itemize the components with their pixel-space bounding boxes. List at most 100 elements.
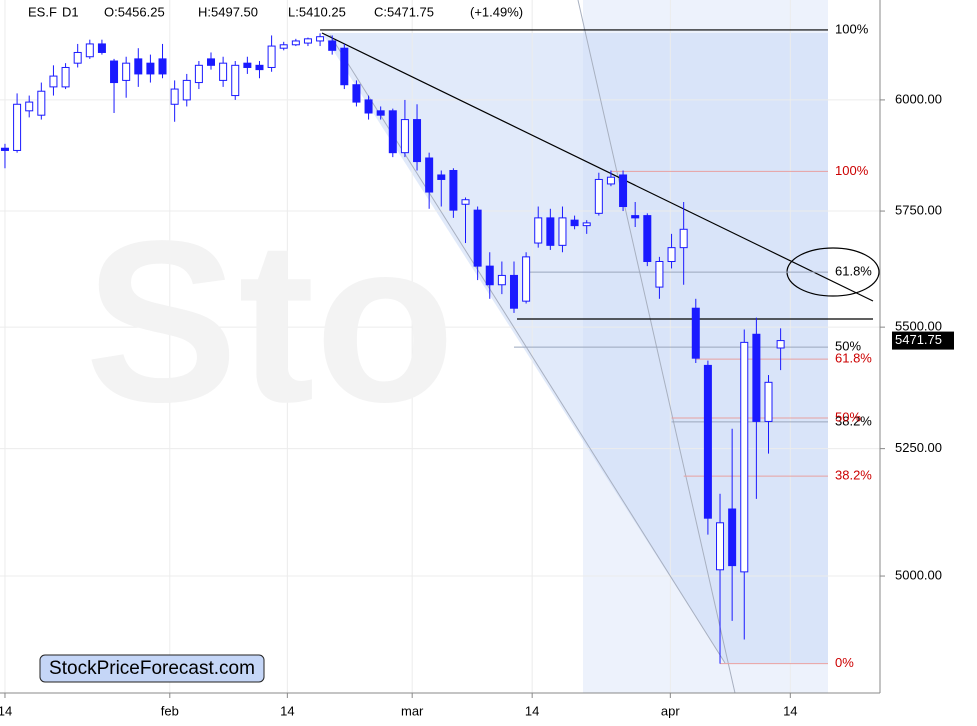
trend-line <box>321 32 874 302</box>
candle-body <box>146 62 155 75</box>
candle-body <box>219 62 228 81</box>
x-tick-label: 14 <box>525 703 539 718</box>
candle-body <box>679 228 688 249</box>
candle-body <box>740 341 749 573</box>
fib-label: 38.2% <box>835 468 872 483</box>
candle-body <box>497 274 506 286</box>
candle-body <box>437 174 446 180</box>
candle-body <box>534 217 543 244</box>
fib-label: 50% <box>835 339 861 354</box>
candle-body <box>558 217 567 246</box>
candle-body <box>255 64 264 71</box>
candle-body <box>473 209 482 267</box>
candle-body <box>594 178 603 214</box>
candle-body <box>122 62 131 81</box>
fib-zone <box>322 33 828 663</box>
candle-body <box>73 51 82 64</box>
candle-body <box>170 88 179 105</box>
candle-body <box>509 274 518 309</box>
candle-body <box>413 119 422 163</box>
candle-body <box>425 157 434 193</box>
candle-body <box>243 62 252 68</box>
candle-body <box>194 64 203 84</box>
fib-label: 61.8% <box>835 264 872 279</box>
candle-body <box>546 217 555 246</box>
candle-body <box>655 260 664 288</box>
candle-body <box>449 169 458 211</box>
header-field: H:5497.50 <box>198 4 258 19</box>
x-tick-label: 14 <box>280 703 294 718</box>
candle-body <box>291 40 300 46</box>
x-tick-label: mar <box>401 703 424 718</box>
candle-body <box>388 110 397 154</box>
y-tick-label: 5500.00 <box>895 319 942 334</box>
candle-body <box>631 215 640 219</box>
fib-label: 50% <box>835 409 861 424</box>
y-tick-label: 5750.00 <box>895 202 942 217</box>
y-tick-label: 6000.00 <box>895 91 942 106</box>
candle-body <box>316 36 325 42</box>
candle-body <box>606 176 615 185</box>
candle-body <box>303 38 312 44</box>
candle-body <box>619 174 628 208</box>
candle-body <box>364 99 373 114</box>
fib-label: 100% <box>835 163 869 178</box>
header-field: D1 <box>62 4 79 19</box>
candle-body <box>97 43 106 53</box>
candle-body <box>582 222 591 227</box>
candle-body <box>37 90 46 116</box>
fib-label: 61.8% <box>835 351 872 366</box>
fib-label: 100% <box>835 21 869 36</box>
fib-levels: 100%61.8%50%38.2%100%61.8%50%38.2%0% <box>320 21 872 670</box>
header: ES.F D1 O:5456.25 H:5497.50 L:5410.25 C:5471.… <box>28 4 523 19</box>
candle-body <box>61 66 70 88</box>
candle-body <box>267 45 276 68</box>
candle-body <box>279 44 288 49</box>
candle-body <box>352 84 361 103</box>
candles <box>0 33 785 664</box>
candle-body <box>703 364 712 519</box>
candle-body <box>134 58 143 75</box>
watermark: Sto <box>85 193 456 450</box>
candle-body <box>485 265 494 286</box>
candle-body <box>49 75 58 88</box>
header-field: ES.F <box>28 4 57 19</box>
axis-labels: 5000.00 5250.00 5500.00 5750.00 6000.00 14 feb… <box>0 91 954 718</box>
candle-body <box>400 119 409 154</box>
candle-body <box>0 147 9 151</box>
candle-body <box>110 60 119 84</box>
candle-body <box>522 256 531 302</box>
fib-label: 38.2% <box>835 413 872 428</box>
header-field: (+1.49%) <box>470 4 523 19</box>
candle-body <box>158 58 167 75</box>
candle-body <box>376 110 385 116</box>
candle-body <box>328 40 337 51</box>
brand-label: StockPriceForecast.com <box>49 658 255 679</box>
header-field: L:5410.25 <box>288 4 346 19</box>
fib-label: 0% <box>835 655 854 670</box>
candle-body <box>13 103 22 151</box>
candle-body <box>85 43 94 58</box>
last-price-label: 5471.75 <box>895 332 942 347</box>
candle-body <box>728 508 737 567</box>
y-tick-label: 5000.00 <box>895 567 942 582</box>
candle-body <box>716 522 725 571</box>
candle-body <box>25 101 34 112</box>
candle-body <box>570 219 579 227</box>
candle-body <box>231 64 240 97</box>
x-tick-label: 14 <box>0 703 12 718</box>
candle-body <box>691 307 700 359</box>
candle-body <box>182 79 191 101</box>
candle-body <box>340 47 349 86</box>
last-price-box <box>892 331 954 350</box>
candle-body <box>461 199 470 205</box>
x-tick-label: feb <box>161 703 179 718</box>
fan-line <box>577 0 736 694</box>
y-tick-label: 5250.00 <box>895 440 942 455</box>
header-field: O:5456.25 <box>104 4 165 19</box>
x-tick-label: apr <box>661 703 680 718</box>
candle-body <box>752 333 761 422</box>
header-field: C:5471.75 <box>374 4 434 19</box>
candle-body <box>776 340 785 349</box>
x-tick-label: 14 <box>783 703 797 718</box>
